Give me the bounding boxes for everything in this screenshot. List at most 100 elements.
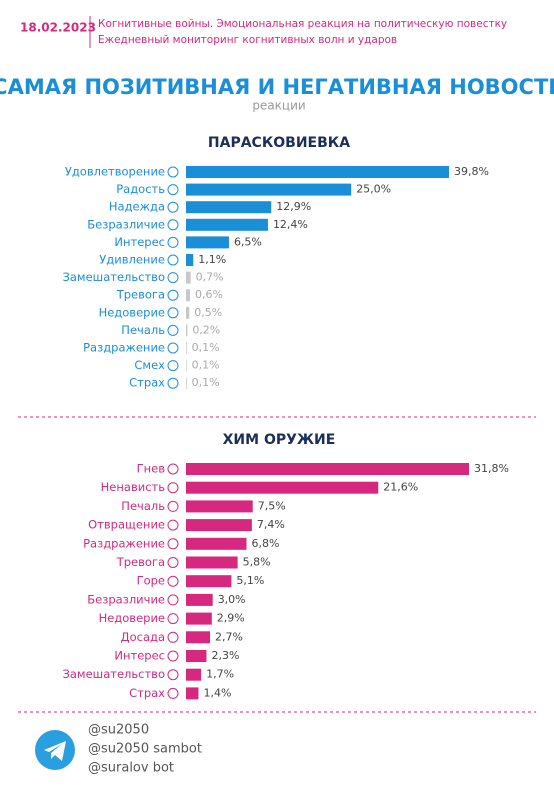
bar	[186, 254, 194, 266]
bar	[186, 631, 211, 644]
bar	[186, 500, 253, 513]
chart-title: ХИМ ОРУЖИЕ	[223, 432, 336, 448]
bar	[186, 324, 188, 337]
emotion-icon	[167, 360, 179, 372]
category-label: Интерес	[114, 649, 165, 663]
value-label: 31,8%	[474, 462, 509, 475]
emotion-icon	[167, 500, 179, 512]
bar	[186, 166, 449, 178]
emotion-icon	[167, 669, 179, 681]
bar	[186, 183, 352, 196]
emotion-icon	[167, 613, 179, 625]
emotion-icon	[167, 254, 179, 266]
value-label: 1,1%	[198, 253, 226, 266]
value-label: 0,1%	[192, 341, 220, 354]
header-line: Ежедневный мониторинг когнитивных волн и…	[98, 34, 397, 46]
value-label: 0,6%	[195, 288, 223, 301]
bar	[186, 556, 238, 569]
bar	[186, 271, 191, 284]
value-label: 6,5%	[234, 235, 262, 248]
emotion-icon	[167, 324, 179, 336]
emotion-icon	[167, 307, 179, 319]
value-label: 7,5%	[258, 499, 286, 512]
bar	[186, 687, 199, 700]
date: 18.02.2023	[20, 21, 96, 35]
subtitle: реакции	[252, 99, 305, 113]
category-label: Смех	[134, 358, 165, 372]
category-label: Недоверие	[99, 611, 165, 625]
category-label: Надежда	[109, 200, 165, 214]
bar	[186, 377, 187, 390]
emotion-icon	[167, 184, 179, 196]
value-label: 12,4%	[273, 218, 308, 231]
emotion-icon	[167, 272, 179, 284]
emotion-icon	[167, 538, 179, 550]
category-label: Интерес	[114, 235, 165, 249]
category-label: Тревога	[116, 288, 165, 302]
category-label: Печаль	[121, 323, 165, 337]
category-label: Печаль	[121, 499, 165, 513]
emotion-icon	[167, 594, 179, 606]
value-label: 2,3%	[211, 649, 239, 662]
value-label: 0,1%	[192, 376, 220, 389]
category-label: Досада	[121, 630, 165, 644]
handle: @su2050	[88, 723, 149, 738]
emotion-icon	[167, 575, 179, 587]
emotion-icon	[167, 687, 179, 699]
value-label: 0,5%	[194, 306, 222, 319]
emotion-icon	[167, 482, 179, 494]
emotion-icon	[167, 463, 179, 475]
bar	[186, 650, 207, 662]
bar	[186, 537, 247, 550]
telegram-plane	[44, 741, 66, 761]
value-label: 21,6%	[383, 481, 418, 494]
emotion-icon	[167, 557, 179, 568]
bar	[186, 289, 190, 302]
value-label: 39,8%	[454, 165, 489, 178]
bar	[186, 306, 190, 319]
value-label: 2,9%	[217, 612, 245, 625]
bar	[186, 481, 379, 494]
category-label: Удивление	[99, 253, 165, 267]
category-label: Раздражение	[83, 341, 165, 355]
chart-title: ПАРАСКОВИЕВКА	[208, 135, 350, 151]
emotion-icon	[167, 519, 179, 531]
bar	[186, 575, 232, 588]
header-line: Когнитивные войны. Эмоциональная реакция…	[98, 18, 507, 30]
emotion-icon	[167, 219, 179, 231]
category-label: Недоверие	[99, 305, 165, 319]
emotion-icon	[167, 377, 179, 389]
value-label: 5,1%	[236, 574, 264, 587]
bar	[186, 612, 212, 625]
category-label: Гнев	[137, 462, 166, 476]
category-label: Замешательство	[63, 270, 165, 284]
bar	[186, 668, 202, 681]
value-label: 0,7%	[196, 271, 224, 284]
bar	[186, 519, 252, 532]
title: САМАЯ ПОЗИТИВНАЯ И НЕГАТИВНАЯ НОВОСТИ	[0, 75, 554, 99]
bar	[186, 201, 272, 214]
handle: @suralov bot	[88, 761, 174, 776]
emotion-icon	[167, 166, 179, 178]
emotion-icon	[167, 289, 179, 301]
value-label: 0,1%	[192, 359, 220, 372]
category-label: Безразличие	[87, 217, 165, 231]
emotion-icon	[167, 650, 179, 662]
category-label: Отвращение	[88, 518, 165, 532]
value-label: 12,9%	[276, 200, 311, 213]
bar	[186, 463, 469, 475]
category-label: Безразличие	[87, 592, 165, 606]
value-label: 1,4%	[203, 686, 231, 699]
value-label: 3,0%	[218, 593, 246, 606]
value-label: 7,4%	[257, 518, 285, 531]
value-label: 2,7%	[215, 630, 243, 643]
value-label: 0,2%	[192, 323, 220, 336]
category-label: Страх	[129, 376, 165, 390]
category-label: Ненависть	[101, 480, 166, 494]
category-label: Радость	[116, 182, 165, 196]
value-label: 1,7%	[206, 668, 234, 681]
bar	[186, 218, 268, 231]
value-label: 5,8%	[243, 556, 271, 569]
